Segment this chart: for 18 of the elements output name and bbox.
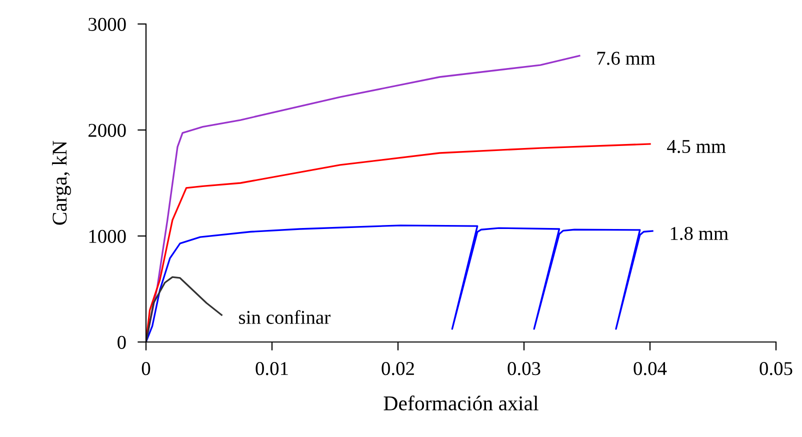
series-label: 4.5 mm <box>667 140 726 154</box>
x-axis-title: Deformación axial <box>384 396 538 410</box>
y-tick-label: 2000 <box>88 124 126 137</box>
x-tick-label: 0 <box>142 362 150 376</box>
x-tick-label: 0.04 <box>634 362 667 376</box>
y-tick-label: 1000 <box>89 230 126 243</box>
x-tick-label: 0.02 <box>382 362 414 376</box>
y-tick-label: 0 <box>118 336 126 349</box>
series-label: sin confinar <box>239 310 330 324</box>
line-series <box>146 224 654 342</box>
series-label: 1.8 mm <box>670 226 728 240</box>
x-tick-label: 0.01 <box>256 362 288 376</box>
line-series <box>146 276 222 342</box>
y-tick-label: 3000 <box>88 18 126 31</box>
x-tick-label: 0.05 <box>760 362 792 376</box>
series-label: 7.6 mm <box>597 52 656 65</box>
y-axis-title: Carga, kN <box>52 140 71 225</box>
x-tick-label: 0.03 <box>508 362 540 376</box>
